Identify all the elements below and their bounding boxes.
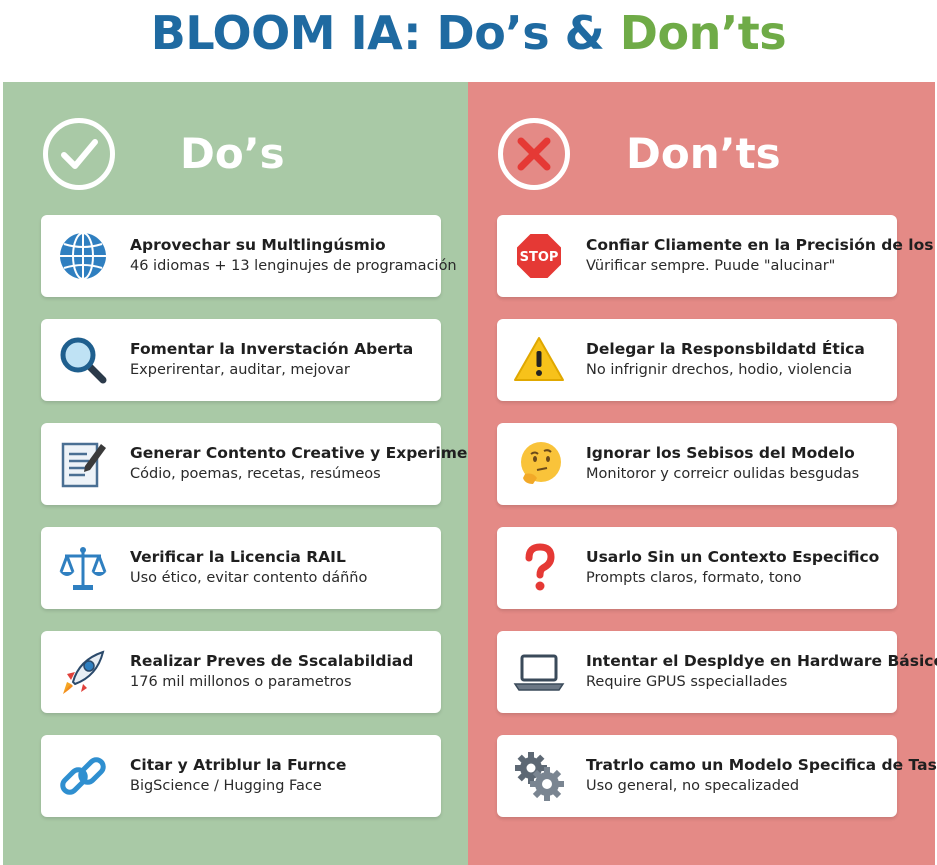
list-item: Aprovechar su Multlingúsmio 46 idiomas +…	[41, 215, 457, 297]
item-title: Realizar Preves de Sscalabildiad	[130, 652, 414, 670]
item-subtitle: Uso ético, evitar contento dáñño	[130, 570, 368, 586]
item-subtitle: 46 idiomas + 13 lenginujes de programaci…	[130, 258, 457, 274]
list-item: Realizar Preves de Sscalabildiad 176 mil…	[41, 631, 441, 713]
item-subtitle: Vürificar sempre. Puude "alucinar"	[586, 258, 836, 274]
list-item: Generar Contento Creative y Experimental…	[41, 423, 513, 505]
stop-sign-text: STOP	[520, 250, 559, 265]
list-item: STOP Confiar Cliamente en la Precisión d…	[497, 215, 934, 297]
item-subtitle: Prompts claros, formato, tono	[586, 570, 802, 586]
donts-heading: Don’ts	[626, 129, 781, 178]
item-title: Fomentar la Inverstación Aberta	[130, 340, 414, 358]
list-item: Tratrlo camo un Modelo Specifica de Tasa…	[497, 735, 937, 817]
list-item: Ignorar los Sebisos del Modelo Monitoror…	[497, 423, 897, 505]
dos-panel: Do’s Aprovechar su Multlingúsmio 46 idio…	[3, 82, 513, 865]
page-title: BLOOM IA: Do’s & Don’ts	[0, 2, 937, 72]
question-mark-icon	[513, 542, 565, 594]
donts-header: Don’ts	[468, 82, 935, 212]
laptop-icon	[513, 646, 565, 698]
donts-panel: Don’ts STOP Confiar Cliamente en la Prec…	[468, 82, 937, 865]
scales-icon	[57, 542, 109, 594]
list-item: Fomentar la Inverstación Aberta Experire…	[41, 319, 441, 401]
item-title: Ignorar los Sebisos del Modelo	[586, 444, 855, 462]
item-title: Verificar la Licencia RAIL	[130, 548, 346, 566]
dos-heading: Do’s	[180, 129, 285, 178]
item-title: Citar y Atriblur la Furnce	[130, 756, 347, 774]
dos-header: Do’s	[3, 82, 468, 212]
item-subtitle: Códio, poemas, recetas, resúmeos	[130, 466, 381, 482]
gears-icon	[513, 750, 565, 802]
document-pencil-icon	[57, 438, 109, 490]
item-title: Aprovechar su Multlingúsmio	[130, 236, 386, 254]
list-item: Citar y Atriblur la Furnce BigScience / …	[41, 735, 441, 817]
check-circle-icon	[43, 118, 115, 190]
rocket-icon	[57, 646, 109, 698]
list-item: Usarlo Sin un Contexto Especifico Prompt…	[497, 527, 897, 609]
warning-icon	[513, 334, 565, 386]
list-item: Delegar la Responsbildatd Ética No infri…	[497, 319, 897, 401]
x-circle-icon	[498, 118, 570, 190]
item-title: Usarlo Sin un Contexto Especifico	[586, 548, 880, 566]
stop-sign-icon: STOP	[513, 230, 565, 282]
item-title: Intentar el Despldye en Hardware Básico	[586, 652, 937, 670]
item-subtitle: BigScience / Hugging Face	[130, 778, 322, 794]
item-title: Generar Contento Creative y Experimental…	[130, 444, 513, 462]
chain-link-icon	[57, 750, 109, 802]
item-subtitle: Monitoror y correicr oulidas besgudas	[586, 466, 860, 482]
title-part-green: Don’ts	[619, 6, 787, 60]
item-subtitle: Uso general, no specalizaded	[586, 778, 800, 794]
thinking-face-icon	[513, 438, 565, 490]
item-subtitle: 176 mil millonos o parametros	[130, 674, 352, 690]
item-title: Delegar la Responsbildatd Ética	[586, 340, 865, 358]
item-subtitle: No infrignir drechos, hodio, violencia	[586, 362, 853, 378]
title-part-blue: BLOOM IA: Do’s &	[150, 6, 620, 60]
magnifier-icon	[57, 334, 109, 386]
item-title: Confiar Cliamente en la Precisión de los	[586, 236, 934, 254]
list-item: Verificar la Licencia RAIL Uso ético, ev…	[41, 527, 441, 609]
item-subtitle: Experirentar, auditar, mejovar	[130, 362, 350, 378]
globe-icon	[57, 230, 109, 282]
list-item: Intentar el Despldye en Hardware Básico …	[497, 631, 937, 713]
item-title: Tratrlo camo un Modelo Specifica de Tasa	[586, 756, 937, 774]
item-subtitle: Require GPUS sspecialIades	[586, 674, 788, 690]
